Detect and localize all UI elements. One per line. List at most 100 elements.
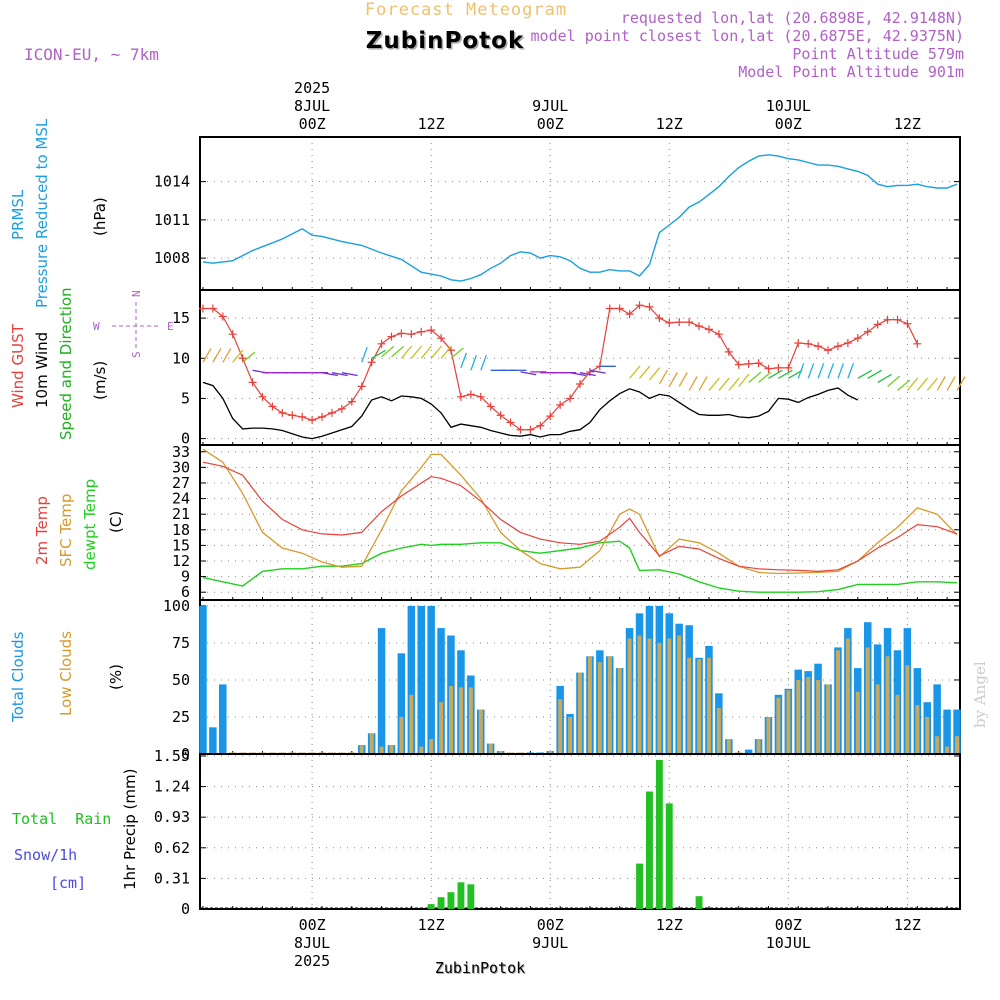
temp-tick-label: 33 <box>172 443 190 461</box>
wind-tick-label: 15 <box>172 309 190 327</box>
closest-coords: model point closest lon,lat (20.6875E, 4… <box>531 27 964 45</box>
precip-label-snow: Snow/1h <box>14 846 77 864</box>
low-cloud-bar <box>478 709 483 754</box>
low-cloud-bar <box>786 690 791 754</box>
low-cloud-bar <box>925 717 930 754</box>
low-cloud-bar <box>449 685 453 754</box>
gust-marker <box>218 312 227 321</box>
wind-label-10m: 10m Wind <box>33 332 51 408</box>
gust-marker <box>496 411 505 420</box>
gust-marker <box>278 408 287 417</box>
wind-direction-arrow <box>430 345 442 359</box>
bottom-time-label: 12Z <box>656 916 683 934</box>
wind-unit: (m/s) <box>91 361 109 400</box>
2m-temp-line <box>202 461 958 573</box>
low-cloud-bar <box>776 697 781 754</box>
low-cloud-bar <box>419 746 424 754</box>
low-cloud-bar <box>468 687 473 754</box>
total-cloud-bar <box>953 709 961 754</box>
gust-marker <box>456 392 465 401</box>
temp-unit: (C) <box>107 511 125 533</box>
point-altitude: Point Altitude 579m <box>792 45 964 63</box>
clouds-tick-label: 50 <box>172 671 190 689</box>
total-cloud-bar <box>427 605 435 754</box>
pressure-tick-label: 1011 <box>154 211 190 229</box>
compass-west: W <box>93 320 100 333</box>
total-cloud-bar <box>377 628 386 754</box>
gust-marker <box>685 318 694 327</box>
rain-bar <box>665 803 673 909</box>
wind-direction-arrow <box>202 348 212 363</box>
gust-marker <box>357 382 366 391</box>
gust-marker <box>576 379 584 388</box>
wind-direction-arrow <box>639 365 651 379</box>
precip-tick-label: 0.93 <box>154 808 190 826</box>
wind-labels: Wind GUST 10m Wind Speed and Direction (… <box>9 287 174 440</box>
wind-direction-arrow <box>688 376 698 391</box>
gust-marker <box>506 418 515 427</box>
low-cloud-bar <box>617 668 622 754</box>
low-cloud-bar <box>806 677 811 754</box>
low-cloud-bar <box>707 657 711 755</box>
pressure-labels: PRMSL Pressure Reduced to MSL (hPa) <box>9 118 109 308</box>
wind-direction-arrow <box>410 345 423 359</box>
total-cloud-bar <box>933 684 941 754</box>
wind-direction-arrow <box>678 372 688 387</box>
top-time-label: 9JUL <box>532 97 568 115</box>
temp-frame <box>199 444 961 601</box>
top-time-label: 00Z <box>299 115 326 133</box>
temp-tick-label: 30 <box>172 458 190 476</box>
precip-tick-label: 0.62 <box>154 839 190 857</box>
low-cloud-bar <box>548 751 553 754</box>
low-cloud-bar <box>498 751 503 754</box>
low-cloud-bar <box>945 746 950 754</box>
bottom-time-label: 12Z <box>418 916 445 934</box>
wind-tick-label: 10 <box>172 349 190 367</box>
gust-marker <box>238 354 247 363</box>
bottom-time-label: 8JUL <box>294 934 330 952</box>
low-cloud-bar <box>657 642 662 754</box>
bottom-time-label: 9JUL <box>532 934 568 952</box>
wind-direction-arrow <box>212 348 222 363</box>
wind-direction-arrow <box>361 346 368 363</box>
wind-direction-arrow <box>728 377 740 391</box>
location-title-front: ZubinPotok <box>366 28 525 54</box>
wind-direction-arrow <box>520 371 537 376</box>
wind-tick-label: 5 <box>181 389 190 407</box>
rain-bar <box>447 892 455 909</box>
low-cloud-bar <box>578 672 582 754</box>
cloud-labels: Total Clouds Low Clouds (%) <box>9 631 125 723</box>
top-time-label: 10JUL <box>766 97 811 115</box>
low-cloud-bar <box>627 638 632 754</box>
compass-rose: N S W E <box>93 290 174 358</box>
pressure-line <box>202 154 958 282</box>
total-cloud-bar <box>199 605 207 754</box>
gust-marker <box>536 421 545 430</box>
total-cloud-bar <box>397 653 406 754</box>
wind-direction-arrow <box>400 345 413 359</box>
bottom-time-label: 10JUL <box>766 934 811 952</box>
clouds-tick-label: 25 <box>172 708 190 726</box>
gust-marker <box>298 412 307 421</box>
gust-marker <box>437 334 446 343</box>
temp-tick-label: 21 <box>172 505 190 523</box>
bottom-time-label: 2025 <box>294 952 330 970</box>
top-time-label: 12Z <box>418 115 445 133</box>
bottom-time-label: 00Z <box>537 916 564 934</box>
low-cloud-bar <box>915 705 920 754</box>
gust-marker <box>407 330 416 339</box>
wind-frame <box>199 289 961 446</box>
low-cloud-bar <box>607 656 612 754</box>
wind-direction-arrow <box>331 372 348 377</box>
compass-south: S <box>130 351 143 358</box>
rain-bar <box>467 884 475 909</box>
temp-label-2m: 2m Temp <box>33 496 51 565</box>
gust-marker <box>198 304 207 313</box>
low-cloud-bar <box>429 739 434 754</box>
wind-direction-arrow <box>768 369 783 379</box>
precip-tick-label: 1.24 <box>154 778 190 796</box>
low-cloud-bar <box>895 694 900 754</box>
temp-tick-label: 18 <box>172 521 190 539</box>
low-cloud-bar <box>836 650 840 754</box>
